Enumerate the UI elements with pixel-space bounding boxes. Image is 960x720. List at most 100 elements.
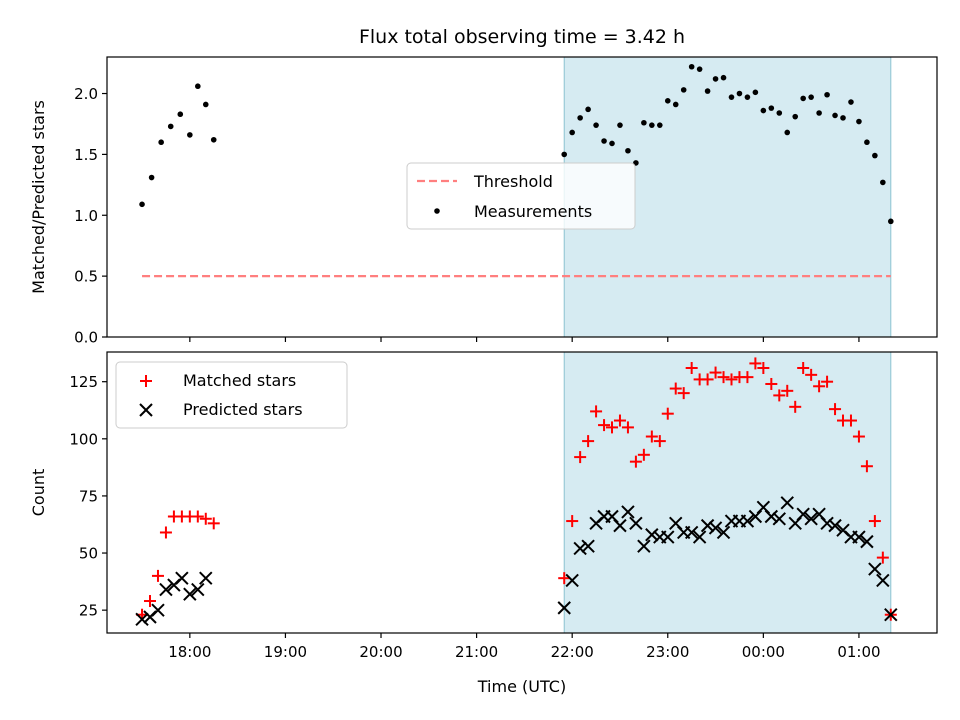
measurement-point	[776, 110, 783, 116]
matched-stars-point	[717, 371, 730, 384]
measurement-point	[888, 218, 894, 225]
y-tick-label: 1.0	[74, 207, 98, 225]
predicted-stars-point	[191, 582, 205, 597]
measurement-point	[195, 83, 201, 90]
predicted-stars-point	[820, 516, 834, 531]
matched-stars-point	[598, 419, 611, 432]
matched-stars-point	[151, 569, 164, 582]
x-tick-label: 20:00	[359, 643, 402, 661]
measurement-point	[601, 138, 607, 144]
observing-window-shade	[563, 351, 892, 634]
measurement-point	[688, 63, 695, 70]
measurement-point	[158, 139, 164, 146]
matched-stars-point	[797, 361, 810, 374]
measurement-point	[744, 94, 751, 100]
matched-stars-point	[621, 421, 634, 434]
predicted-stars-point	[183, 587, 197, 601]
predicted-stars-point	[780, 496, 794, 510]
matched-stars-point	[653, 435, 666, 448]
y-tick-label: 25	[79, 602, 98, 620]
measurement-point	[712, 76, 719, 82]
predicted-stars-point	[772, 512, 786, 526]
measurement-point	[187, 132, 193, 138]
matched-stars-point	[645, 430, 658, 443]
y-tick-label: 2.0	[74, 85, 98, 103]
predicted-stars-point	[661, 530, 675, 544]
predicted-stars-point	[175, 571, 189, 585]
legend: Matched stars Predicted stars	[115, 361, 348, 429]
measurement-point	[880, 179, 886, 186]
matched-stars-point	[685, 361, 698, 374]
predicted-stars-point	[876, 573, 890, 588]
measurement-point	[139, 201, 145, 208]
x-tick-label: 23:00	[646, 643, 689, 661]
x-axis-label: Time (UTC)	[477, 677, 566, 696]
y-tick-label: 100	[69, 430, 98, 448]
legend-predicted-swatch	[139, 403, 153, 417]
measurement-point	[148, 174, 155, 181]
legend: Threshold Measurements	[406, 162, 636, 230]
axes-frame	[106, 351, 938, 634]
matched-stars-point	[637, 448, 650, 461]
matched-stars-point	[144, 595, 157, 608]
predicted-stars-point	[573, 541, 587, 556]
matched-stars-point	[829, 403, 842, 416]
measurement-point	[664, 98, 671, 104]
measurement-point	[832, 112, 838, 119]
top-panel: 0.0 0.5 1.0 1.5 2.0 Matched/Predicted stars Th…	[29, 56, 938, 347]
matched-stars-point	[789, 400, 802, 413]
measurement-point	[704, 88, 711, 94]
predicted-stars-point	[557, 601, 571, 615]
matched-stars-point	[876, 551, 889, 564]
predicted-stars-point	[860, 534, 874, 549]
predicted-stars-point	[621, 505, 635, 519]
measurement-point	[864, 139, 870, 146]
x-tick-label: 22:00	[551, 643, 594, 661]
measurement-point	[760, 107, 767, 114]
measurement-point	[672, 101, 679, 108]
matched-stars-point	[725, 373, 738, 386]
predicted-stars-point	[796, 507, 810, 521]
y-tick-label: 0.5	[74, 268, 98, 286]
matched-stars-point	[805, 368, 818, 381]
measurement-point	[569, 129, 575, 136]
predicted-stars-point	[684, 525, 699, 540]
measurement-point	[784, 129, 791, 136]
measurement-point	[585, 106, 591, 113]
y-axis-label: Matched/Predicted stars	[29, 100, 48, 294]
measurement-point	[800, 95, 806, 102]
measurement-point	[561, 151, 568, 158]
predicted-stars-point	[135, 612, 149, 626]
matched-stars-point	[852, 430, 865, 443]
measurement-point	[177, 111, 184, 118]
predicted-stars-point	[629, 516, 643, 531]
chart-title: Flux total observing time = 3.42 h	[359, 26, 685, 48]
predicted-stars-point	[804, 512, 818, 526]
matched-stars-point	[661, 407, 674, 420]
measurement-point	[577, 115, 583, 121]
matched-stars-point	[773, 389, 786, 402]
legend-threshold-label: Threshold	[473, 172, 553, 191]
axes-frame	[106, 56, 938, 338]
measurement-point	[210, 136, 217, 143]
measurement-point	[167, 123, 174, 130]
matched-stars-point	[191, 510, 204, 523]
measurement-point	[649, 122, 655, 128]
measurement-point	[840, 115, 846, 121]
predicted-stars-point	[828, 518, 842, 533]
matched-stars-point	[757, 361, 770, 374]
measurement-point	[728, 94, 735, 100]
matched-stars-point	[582, 435, 595, 448]
matched-stars-point	[821, 375, 834, 388]
matched-stars-point	[207, 517, 220, 530]
matched-stars-point	[701, 373, 714, 386]
matched-stars-point	[749, 357, 762, 370]
predicted-stars-point	[565, 573, 579, 588]
measurement-point	[816, 110, 822, 116]
predicted-stars-point	[884, 608, 898, 622]
matched-stars-point	[860, 460, 873, 473]
x-tick-label: 00:00	[742, 643, 785, 661]
predicted-stars-point	[868, 562, 882, 576]
y-tick-label: 1.5	[74, 146, 98, 164]
predicted-stars-point	[700, 518, 715, 533]
